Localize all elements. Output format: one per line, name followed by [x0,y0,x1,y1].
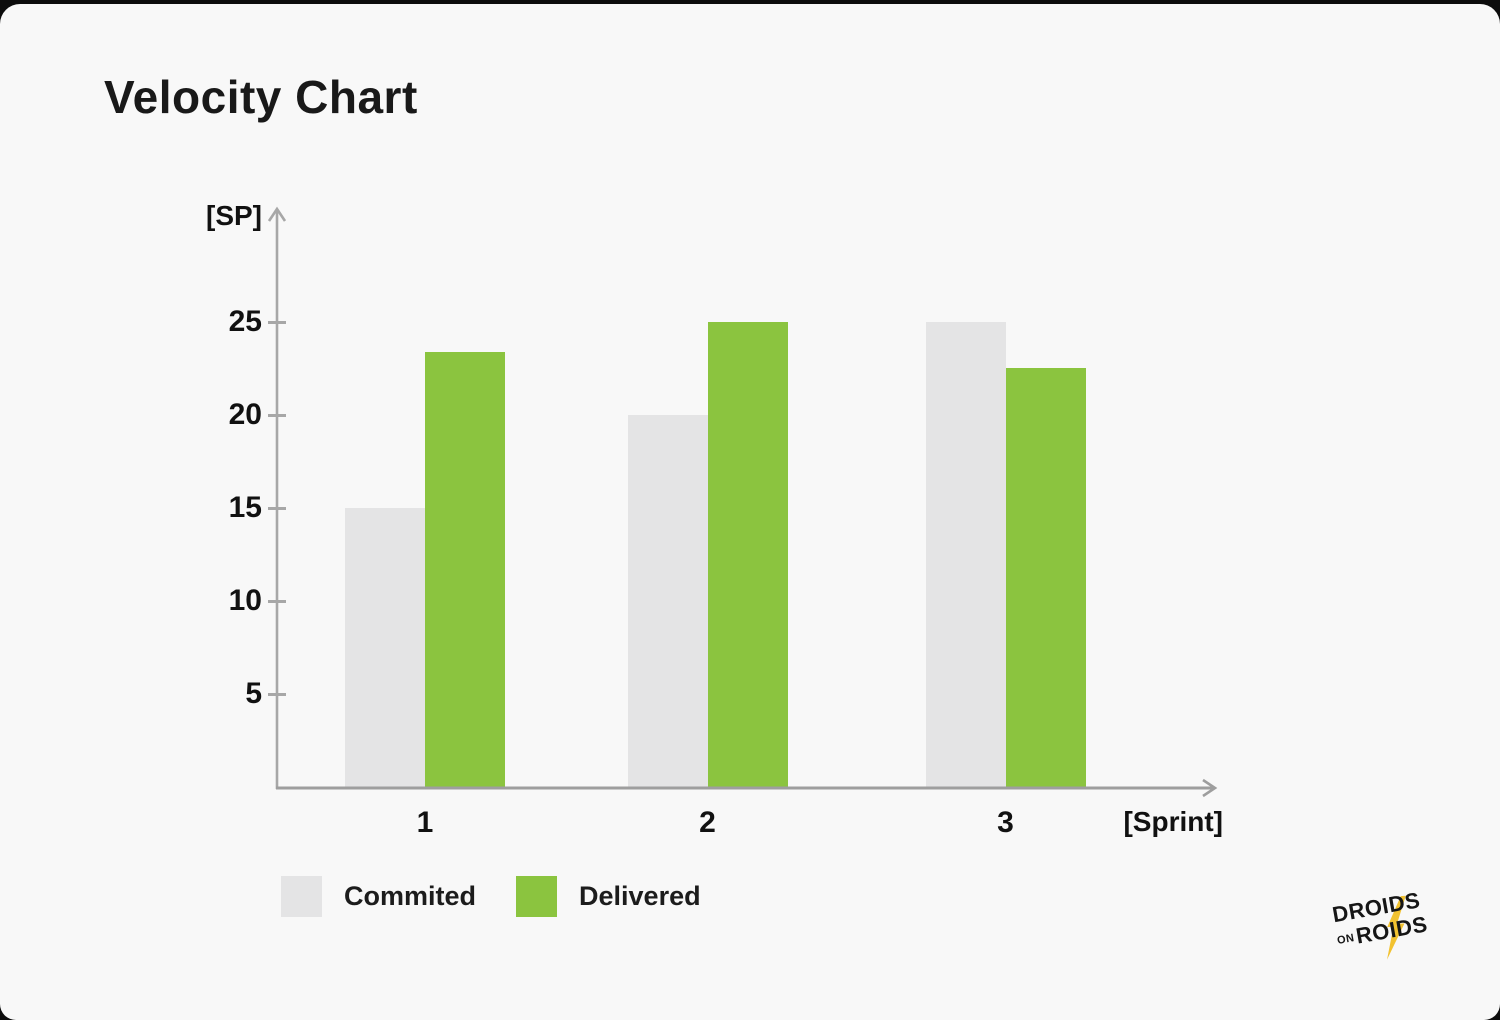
legend-label-commited: Commited [344,881,477,911]
y-tick-label: 25 [228,305,262,338]
legend: Commited Delivered [281,876,741,917]
y-tick-label: 5 [245,677,262,710]
y-tick-label: 20 [228,398,262,431]
delivered-swatch [516,876,558,917]
x-tick-label-sprint-1: 1 [416,806,434,839]
bar-delivered-sprint-1 [425,352,505,787]
legend-label-delivered: Delivered [579,881,701,911]
logo-on: ON [1336,932,1356,947]
y-tick-mark [268,506,286,510]
y-tick-mark [268,413,286,417]
logo-text: DROIDS ONROIDS [1330,884,1453,950]
bar-delivered-sprint-2 [707,322,788,787]
chart-stage: Velocity Chart [SP] [Sprint] 25 20 15 10 5 1… [0,4,1500,1020]
y-tick-mark [268,320,286,324]
bar-commited-sprint-3 [925,322,1006,787]
y-tick-mark [268,692,286,696]
x-axis-title: [Sprint] [1123,806,1223,837]
bar-commited-sprint-2 [627,415,708,787]
y-axis-line [267,206,287,789]
x-tick-label-sprint-3: 3 [997,806,1014,839]
x-axis-arrow-icon [1202,778,1218,798]
y-tick-mark [268,599,286,603]
legend-item-delivered: Delivered [516,876,701,917]
lightning-bolt-icon [1387,895,1406,960]
page-title: Velocity Chart [104,71,418,123]
bar-commited-sprint-1 [345,508,425,787]
commited-swatch [281,876,322,917]
x-tick-label-sprint-2: 2 [699,806,716,839]
bar-delivered-sprint-3 [1005,368,1086,787]
y-tick-label: 10 [228,584,262,617]
y-axis-arrow-icon [267,206,287,222]
droids-on-roids-logo: DROIDS ONROIDS [1329,877,1458,982]
legend-item-commited: Commited [281,876,476,917]
chart-panel: Velocity Chart [SP] [Sprint] 25 20 15 10 5 1… [0,4,1500,1020]
y-axis-title: [SP] [206,200,262,231]
y-tick-label: 15 [228,491,262,524]
